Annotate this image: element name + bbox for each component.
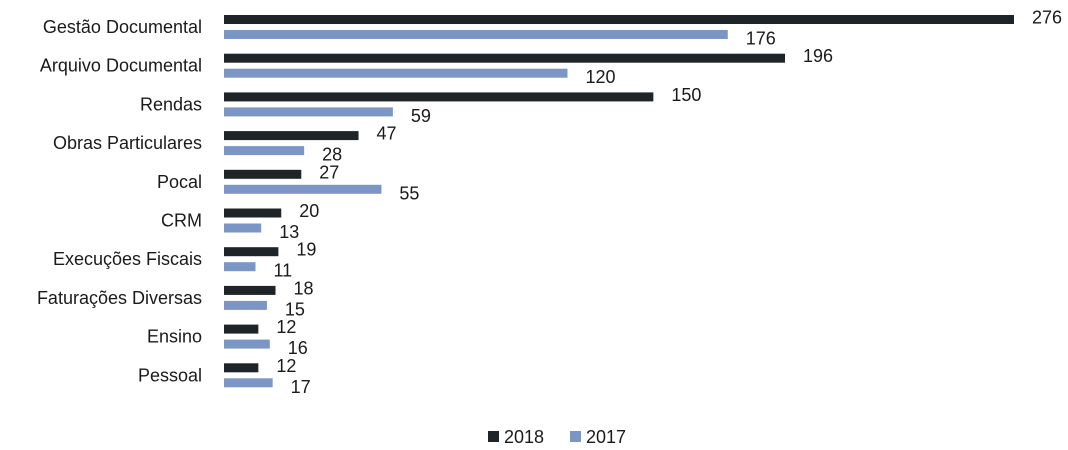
value-label-2017-arquivo-documental: 120 bbox=[585, 67, 615, 87]
category-label-ensino: Ensino bbox=[147, 327, 202, 347]
bar-2018-obras-particulares bbox=[224, 131, 359, 141]
value-label-2018-rendas: 150 bbox=[671, 85, 701, 105]
value-label-2017-faturacoes-diversas: 15 bbox=[285, 299, 305, 319]
value-label-2017-ensino: 16 bbox=[288, 338, 308, 358]
category-label-arquivo-documental: Arquivo Documental bbox=[40, 56, 202, 76]
value-label-2017-obras-particulares: 28 bbox=[322, 145, 342, 165]
value-label-2017-crm: 13 bbox=[279, 222, 299, 242]
bar-2018-faturacoes-diversas bbox=[224, 285, 276, 295]
value-label-2018-ensino: 12 bbox=[276, 317, 296, 337]
bars-group bbox=[224, 15, 1014, 388]
bar-2018-execucoes-fiscais bbox=[224, 247, 279, 257]
legend: 2018 2017 bbox=[488, 427, 626, 447]
value-label-2018-obras-particulares: 47 bbox=[377, 124, 397, 144]
bar-2018-ensino bbox=[224, 324, 259, 334]
category-label-crm: CRM bbox=[161, 211, 202, 231]
value-label-2017-rendas: 59 bbox=[411, 106, 431, 126]
value-label-2018-pessoal: 12 bbox=[276, 356, 296, 376]
bar-2018-gestao-documental bbox=[224, 15, 1014, 24]
value-label-2018-faturacoes-diversas: 18 bbox=[294, 278, 314, 298]
value-label-2018-gestao-documental: 276 bbox=[1032, 8, 1062, 28]
bar-2018-pocal bbox=[224, 169, 302, 179]
legend-label-2017: 2017 bbox=[586, 427, 626, 447]
bar-2017-gestao-documental bbox=[224, 30, 728, 39]
category-label-faturacoes-diversas: Faturações Diversas bbox=[37, 288, 202, 308]
bar-2018-rendas bbox=[224, 92, 654, 102]
category-label-pocal: Pocal bbox=[157, 172, 202, 192]
legend-swatch-2018 bbox=[488, 431, 499, 442]
bar-2017-crm bbox=[224, 223, 262, 233]
legend-label-2018: 2018 bbox=[504, 427, 544, 447]
value-label-2018-arquivo-documental: 196 bbox=[803, 46, 833, 66]
legend-swatch-2017 bbox=[570, 431, 581, 442]
bar-2017-execucoes-fiscais bbox=[224, 262, 256, 272]
category-labels-group: Gestão Documental Arquivo Documental Renda… bbox=[37, 17, 202, 385]
bar-2017-faturacoes-diversas bbox=[224, 300, 267, 310]
bar-2017-pessoal bbox=[224, 378, 273, 388]
value-label-2018-crm: 20 bbox=[299, 201, 319, 221]
bar-2017-rendas bbox=[224, 107, 393, 117]
bar-2017-pocal bbox=[224, 184, 382, 194]
value-label-2017-gestao-documental: 176 bbox=[746, 29, 776, 49]
value-label-2017-pocal: 55 bbox=[399, 183, 419, 203]
value-label-2018-pocal: 27 bbox=[319, 162, 339, 182]
bar-2018-crm bbox=[224, 208, 282, 218]
category-label-gestao-documental: Gestão Documental bbox=[43, 17, 202, 37]
bar-2017-obras-particulares bbox=[224, 146, 305, 156]
bar-2017-arquivo-documental bbox=[224, 68, 568, 78]
category-label-execucoes-fiscais: Execuções Fiscais bbox=[53, 249, 202, 269]
category-label-obras-particulares: Obras Particulares bbox=[53, 133, 202, 153]
value-label-2017-execucoes-fiscais: 11 bbox=[273, 261, 292, 281]
bar-2018-pessoal bbox=[224, 363, 259, 373]
bar-2017-ensino bbox=[224, 339, 270, 349]
value-label-2018-execucoes-fiscais: 19 bbox=[296, 240, 316, 260]
category-label-pessoal: Pessoal bbox=[138, 365, 202, 385]
category-label-rendas: Rendas bbox=[140, 94, 202, 114]
value-label-2017-pessoal: 17 bbox=[291, 377, 311, 397]
bar-2018-arquivo-documental bbox=[224, 53, 786, 63]
value-labels-group: 2761761961201505947282755201319111815121… bbox=[273, 8, 1062, 397]
